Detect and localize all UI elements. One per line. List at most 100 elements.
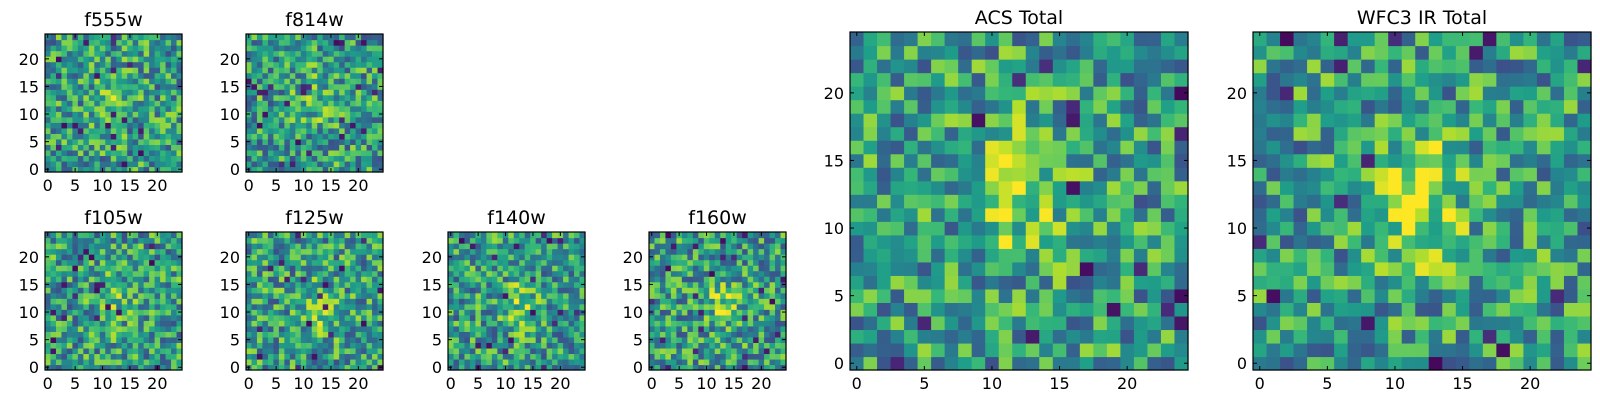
heatmap-cell xyxy=(665,336,672,343)
heatmap-cell xyxy=(143,155,150,162)
heatmap-cell xyxy=(300,56,307,63)
heatmap-cell xyxy=(1320,288,1335,303)
heatmap-cell xyxy=(1066,329,1081,344)
heatmap-cell xyxy=(88,133,95,140)
heatmap-cell xyxy=(458,292,466,299)
heatmap-cell xyxy=(676,281,683,288)
heatmap-cell xyxy=(530,325,537,332)
heatmap-cell xyxy=(1106,302,1121,317)
heatmap-cell xyxy=(1469,342,1484,358)
heatmap-cell xyxy=(736,292,743,299)
heatmap-cell xyxy=(1577,342,1592,358)
heatmap-cell xyxy=(317,78,324,85)
heatmap-cell xyxy=(502,309,509,316)
heatmap-cell xyxy=(66,122,73,129)
heatmap-cell xyxy=(1334,275,1349,290)
heatmap-cell xyxy=(654,248,661,255)
heatmap-cell xyxy=(1293,207,1308,222)
heatmap-cell xyxy=(1093,234,1108,249)
heatmap-cell xyxy=(273,144,280,151)
heatmap-cell xyxy=(1577,315,1592,331)
heatmap-cell xyxy=(105,72,112,79)
x-tick-label: 5 xyxy=(674,374,684,393)
heatmap-cell xyxy=(1079,167,1094,182)
heatmap-cell xyxy=(246,292,253,299)
heatmap-cell xyxy=(273,270,280,277)
heatmap-cell xyxy=(1093,207,1108,222)
heatmap-cell xyxy=(769,281,776,288)
heatmap-cell xyxy=(256,160,264,168)
heatmap-cell xyxy=(306,243,313,250)
heatmap-cell xyxy=(300,144,307,151)
heatmap-cell xyxy=(475,265,482,272)
heatmap-cell xyxy=(105,265,112,272)
heatmap-cell xyxy=(1374,329,1389,344)
y-tick-label: 20 xyxy=(623,248,643,267)
heatmap-cell xyxy=(917,248,932,263)
heatmap-cell xyxy=(256,265,264,272)
heatmap-cell xyxy=(1266,342,1281,358)
heatmap-cell xyxy=(775,347,782,355)
heatmap-cell xyxy=(344,281,351,288)
heatmap-cell xyxy=(267,342,274,349)
heatmap-cell xyxy=(508,281,515,288)
heatmap-cell xyxy=(121,105,128,112)
heatmap-cell xyxy=(649,259,656,266)
heatmap-cell xyxy=(568,265,575,272)
heatmap-cell xyxy=(1401,194,1416,209)
heatmap-cell xyxy=(61,259,68,266)
heatmap-cell xyxy=(998,32,1013,47)
heatmap-cell xyxy=(764,353,771,360)
heatmap-cell xyxy=(143,133,150,140)
heatmap-cell xyxy=(687,336,694,343)
heatmap-cell xyxy=(541,292,548,299)
heatmap-cell xyxy=(563,309,570,316)
heatmap-cell xyxy=(278,138,285,145)
plot-frame xyxy=(245,231,384,371)
heatmap-cell xyxy=(681,358,688,366)
heatmap-cell xyxy=(61,50,68,57)
heatmap-cell xyxy=(736,303,743,310)
heatmap-cell xyxy=(94,336,101,343)
heatmap-cell xyxy=(725,331,732,338)
heatmap-cell xyxy=(143,105,150,112)
heatmap-cell xyxy=(985,86,1000,101)
heatmap-cell xyxy=(273,111,280,118)
heatmap-cell xyxy=(361,50,368,57)
x-tick-label: 20 xyxy=(147,176,167,195)
heatmap-cell xyxy=(998,113,1013,128)
heatmap-cell xyxy=(154,309,161,316)
heatmap-cell xyxy=(469,259,476,266)
heatmap-cell xyxy=(246,353,253,360)
heatmap-cell xyxy=(491,353,498,360)
heatmap-cell xyxy=(563,281,570,288)
heatmap-cell xyxy=(863,288,878,303)
heatmap-cell xyxy=(1550,302,1565,317)
heatmap-cell xyxy=(998,221,1013,236)
heatmap-cell xyxy=(306,287,313,294)
heatmap-cell xyxy=(110,89,117,96)
heatmap-cell xyxy=(138,292,145,299)
heatmap-cell xyxy=(267,149,274,157)
heatmap-cell xyxy=(361,105,368,112)
heatmap-cell xyxy=(121,336,128,343)
heatmap-cell xyxy=(160,133,167,140)
heatmap-cell xyxy=(361,325,368,332)
heatmap-cell xyxy=(552,259,559,266)
heatmap-cell xyxy=(1106,275,1121,290)
heatmap-cell xyxy=(311,34,318,41)
heatmap-cell xyxy=(519,303,526,310)
heatmap-cell xyxy=(154,347,161,355)
heatmap-cell xyxy=(72,358,79,366)
heatmap-cell xyxy=(267,67,274,74)
heatmap-cell xyxy=(366,364,373,371)
heatmap-cell xyxy=(464,265,471,272)
heatmap-cell xyxy=(333,83,340,90)
heatmap-cell xyxy=(971,302,986,317)
heatmap-cell xyxy=(486,353,493,360)
heatmap-cell xyxy=(475,353,482,360)
heatmap-cell xyxy=(339,83,346,90)
heatmap-cell xyxy=(127,78,134,85)
heatmap-cell xyxy=(458,331,466,338)
heatmap-cell xyxy=(731,358,738,366)
